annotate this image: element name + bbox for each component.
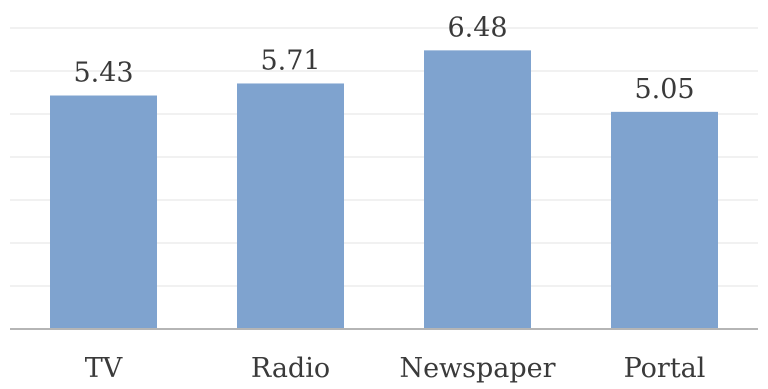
bar-newspaper xyxy=(424,50,531,330)
value-label-radio: 5.71 xyxy=(260,45,320,76)
category-label-portal: Portal xyxy=(624,353,706,384)
bar-tv xyxy=(50,95,157,329)
category-labels: TV Radio Newspaper Portal xyxy=(85,353,706,384)
category-label-newspaper: Newspaper xyxy=(399,353,555,384)
bar-portal xyxy=(611,111,718,329)
value-labels: 5.43 5.71 6.48 5.05 xyxy=(73,12,694,104)
value-label-portal: 5.05 xyxy=(634,74,694,105)
bar-radio xyxy=(237,83,344,329)
bars xyxy=(50,50,718,330)
value-label-tv: 5.43 xyxy=(73,58,133,89)
category-label-radio: Radio xyxy=(251,353,330,384)
value-label-newspaper: 6.48 xyxy=(447,12,507,43)
category-label-tv: TV xyxy=(85,353,123,384)
